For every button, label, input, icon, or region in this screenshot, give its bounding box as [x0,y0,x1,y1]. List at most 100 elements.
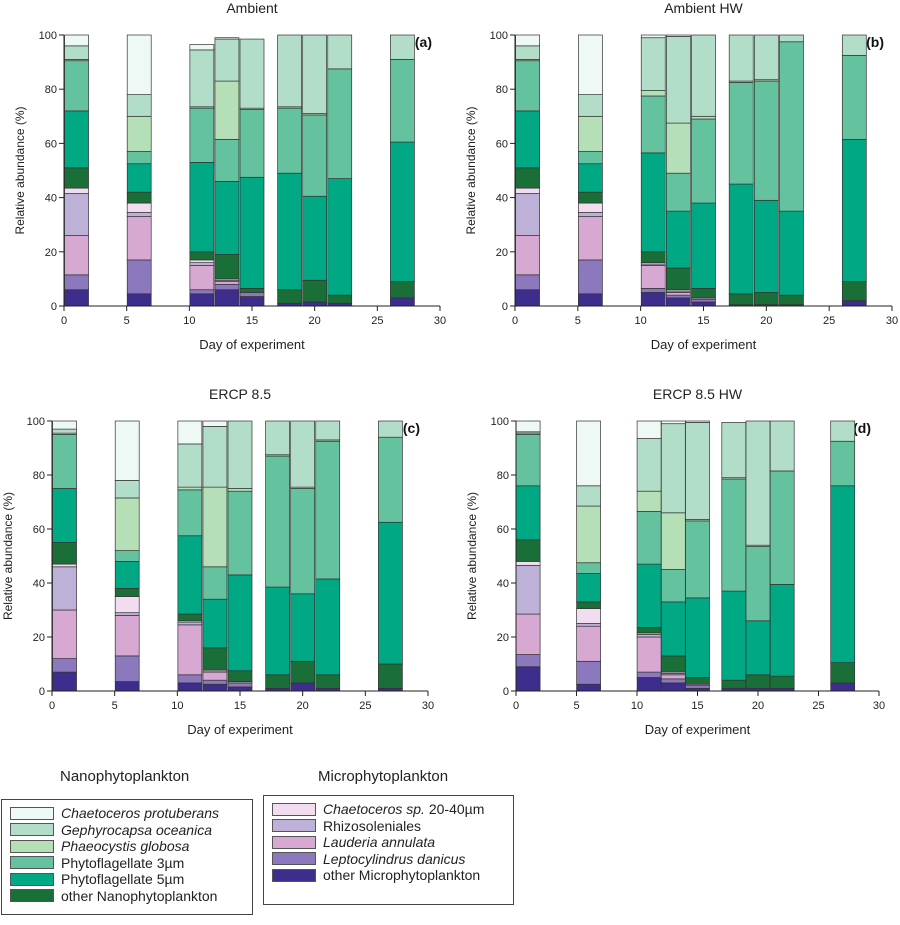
bar-segment [660,655,686,673]
bar-segment [126,212,152,217]
panel-title: Ambient [226,0,277,16]
bar-segment [214,38,240,82]
bar-segment [177,420,203,445]
bar-segment [214,281,240,285]
bar-segment [214,138,240,182]
bar-segment [202,647,228,670]
x-tick-label: 5 [573,700,579,712]
bar-segment [214,289,240,307]
bar-segment [578,212,603,217]
bar-segment [227,682,253,688]
bar-segment [114,655,140,682]
bar-segment [277,172,302,291]
bar-segment [640,288,666,293]
bar-segment [290,593,316,662]
bar-segment [640,265,666,289]
bar-segment [114,550,140,562]
bar-segment [177,621,203,626]
x-tick-label: 30 [886,315,898,327]
bar-segment [691,34,716,117]
bar-segment [666,36,691,124]
bar-segment [666,297,691,307]
bar-segment [578,34,603,95]
bar-segment [745,420,771,546]
legend-swatch [10,889,54,902]
bar-segment [578,202,603,213]
bar-segment [636,627,662,634]
legend-swatch [272,802,316,816]
x-tick-label: 15 [691,700,703,712]
bar-segment [841,300,867,307]
x-tick-label: 5 [112,700,118,712]
bar-segment [126,191,152,204]
bar-segment [576,623,601,627]
legend-box-micro: Chaetoceros sp. 20-40µm Rhizosoleniales La… [263,795,514,905]
legend-label: Rhizosoleniales [323,817,422,834]
bar-segment [578,259,603,295]
x-tick-label: 10 [171,700,183,712]
bar-segment [515,666,541,692]
y-tick-label: 40 [496,193,508,205]
legend-swatch [10,806,54,820]
bar-segment [302,301,328,307]
bar-segment [227,420,253,489]
bar-segment [315,578,341,676]
panel-title: ERCP 8.5 [209,386,271,402]
bar-segment [830,420,856,442]
bar-segment [327,68,353,179]
bar-segment [666,294,691,299]
bar-segment [126,34,152,95]
bar-segment [779,34,804,43]
bar-segment [721,478,747,592]
x-tick-label: 5 [575,315,581,327]
legend-swatch [272,852,316,865]
bar-segment [515,420,541,433]
bar-segment [302,114,328,197]
x-axis-label: Day of experiment [645,722,751,737]
bar-segment [290,682,316,692]
bar-segment [52,658,77,673]
bar-segment [728,34,754,82]
x-tick-label: 20 [760,315,772,327]
bar-segment [52,563,77,568]
y-tick-label: 20 [496,247,508,259]
bar-segment [239,296,265,307]
legend-entry: Gephyrocapsa oceanica [10,822,244,838]
panel-tag: (a) [415,34,432,50]
legend-swatch [10,856,54,869]
x-tick-label: 10 [183,315,195,327]
y-tick-label: 100 [490,30,508,42]
bar-segment [515,110,540,169]
legend-label: Phaeocystis globosa [61,838,190,854]
bar-segment [578,293,603,307]
legend-swatch [272,868,316,882]
bar-segment [515,34,540,47]
bar-segment [214,37,240,40]
bar-segment [277,289,302,304]
bar-segment [239,38,265,109]
bar-segment [189,49,215,108]
bar-segment [177,489,203,537]
bar-segment [660,420,686,425]
bar-segment [189,44,215,51]
bar-segment [841,138,867,282]
bar-segment [779,294,804,305]
bar-segment [636,563,662,628]
bar-segment [64,187,89,194]
bar-segment [265,420,290,456]
bar-segment [126,94,152,117]
bar-segment [691,202,716,289]
y-axis-label: Relative abundance (%) [13,106,27,234]
bar-segment [177,443,203,488]
bar-segment [390,34,415,60]
bar-segment [685,422,710,520]
bar-segment [685,420,710,423]
bar-segment [576,505,601,564]
bar-segment [114,612,140,616]
x-axis-label: Day of experiment [187,722,293,737]
y-axis-label: Relative abundance (%) [465,492,479,620]
y-tick-label: 0 [503,686,509,698]
legend-swatch [10,823,54,836]
bar-segment [830,485,856,663]
bar-segment [64,60,89,112]
